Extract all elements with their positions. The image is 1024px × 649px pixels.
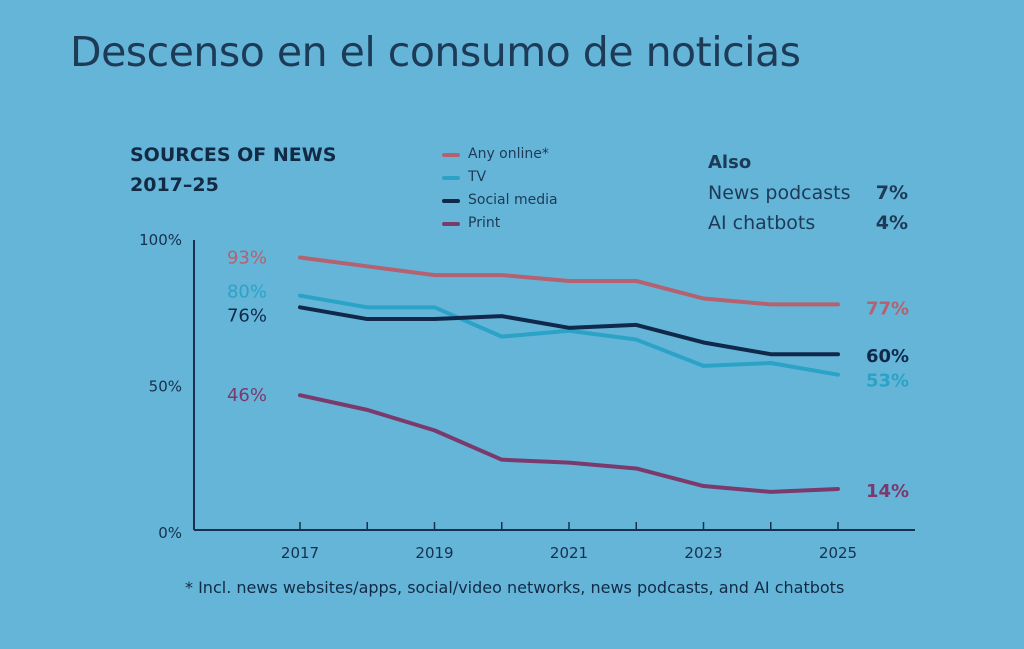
x-tick-label: 2023	[684, 544, 722, 562]
start-data-label: 46%	[227, 385, 267, 406]
also-item: AI chatbots 4%	[708, 208, 908, 238]
chart-subtitle: 2017–25	[130, 174, 219, 196]
series-line-social-media	[298, 305, 840, 357]
x-tick-label: 2017	[281, 544, 319, 562]
end-data-label: 60%	[866, 346, 909, 367]
legend-swatch	[442, 175, 460, 180]
also-label: News podcasts	[708, 182, 851, 204]
legend-item: Print	[442, 212, 558, 235]
legend-label: Social media	[468, 192, 558, 208]
legend-label: Print	[468, 215, 501, 231]
start-data-label: 80%	[227, 282, 267, 303]
slide-title: Descenso en el consumo de noticias	[70, 28, 801, 76]
y-tick-label: 50%	[149, 378, 182, 396]
end-data-label: 77%	[866, 298, 909, 319]
y-tick-label: 100%	[139, 231, 182, 249]
footnote: * Incl. news websites/apps, social/video…	[185, 578, 845, 597]
series-line-tv	[298, 293, 840, 377]
legend-swatch	[442, 152, 460, 157]
series-line-any-online-	[298, 255, 840, 307]
also-panel: Also News podcasts 7% AI chatbots 4%	[708, 148, 908, 238]
start-data-label: 93%	[227, 248, 267, 269]
legend-label: Any online*	[468, 146, 549, 162]
legend-item: Social media	[442, 189, 558, 212]
legend-label: TV	[468, 169, 487, 185]
end-data-label: 14%	[866, 481, 909, 502]
legend-item: TV	[442, 166, 558, 189]
legend-swatch	[442, 198, 460, 203]
also-label: AI chatbots	[708, 212, 816, 234]
chart-title-block: SOURCES OF NEWS 2017–25	[130, 140, 336, 200]
legend-item: Any online*	[442, 143, 558, 166]
x-tick-label: 2019	[415, 544, 453, 562]
also-item: News podcasts 7%	[708, 178, 908, 208]
legend: Any online* TV Social media Print	[442, 143, 558, 235]
y-tick-label: 0%	[158, 524, 182, 542]
start-data-label: 76%	[227, 305, 267, 326]
also-heading: Also	[708, 152, 752, 173]
x-tick-label: 2025	[819, 544, 857, 562]
legend-swatch	[442, 221, 460, 226]
chart-title: SOURCES OF NEWS	[130, 144, 337, 166]
end-data-label: 53%	[866, 371, 909, 392]
x-tick-label: 2021	[550, 544, 588, 562]
also-value: 7%	[875, 182, 908, 204]
also-value: 4%	[875, 212, 908, 234]
series-line-print	[298, 393, 840, 494]
